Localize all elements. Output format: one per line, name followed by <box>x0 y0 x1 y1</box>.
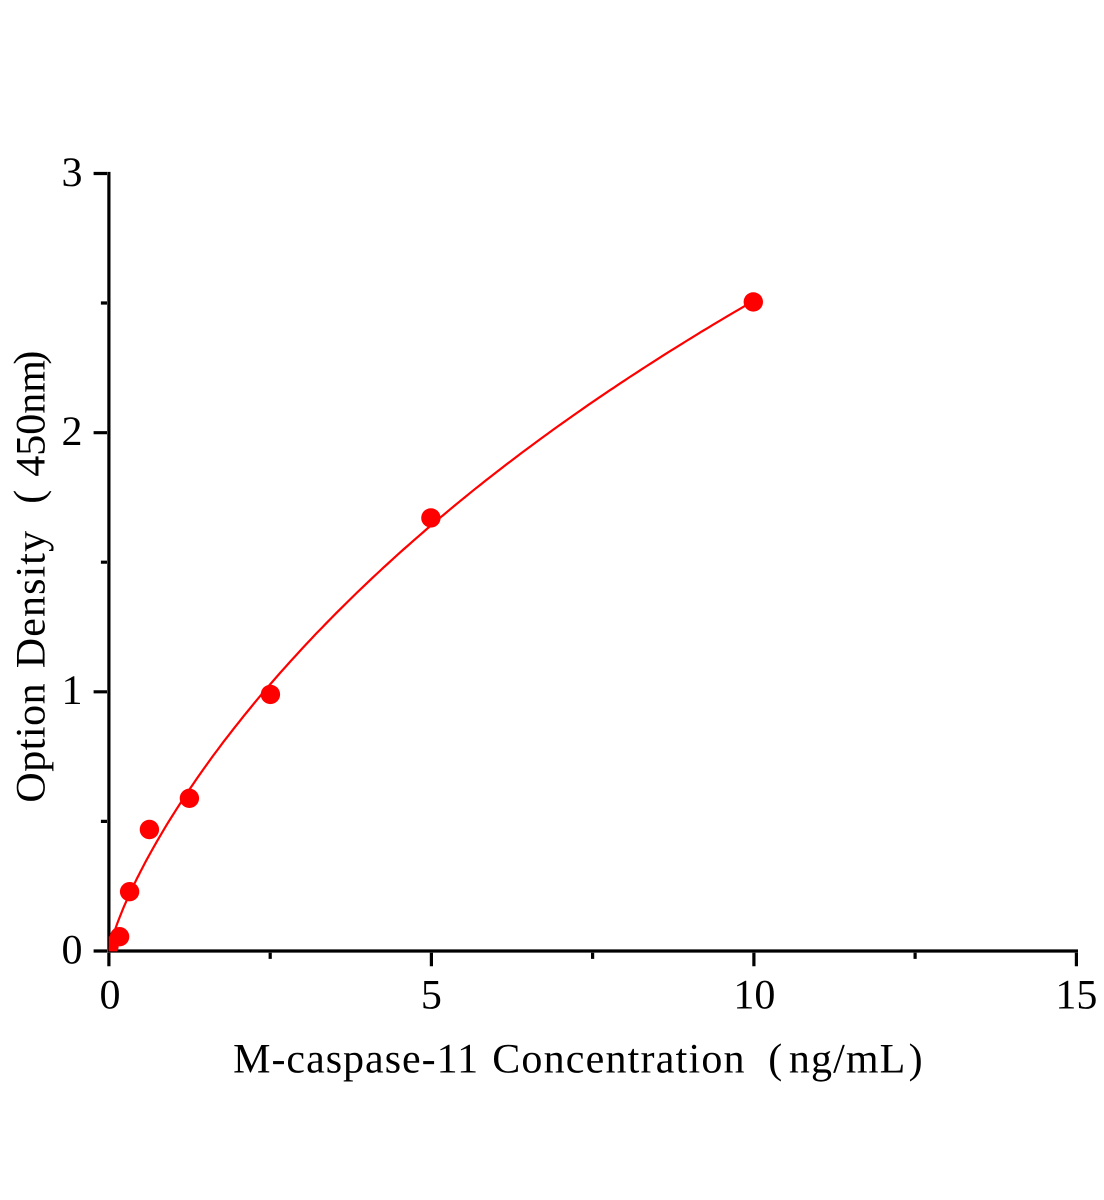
svg-text:5: 5 <box>421 973 442 1019</box>
svg-text:(: ( <box>7 490 53 504</box>
svg-text:M-caspase-11: M-caspase-11 <box>233 1036 479 1082</box>
svg-text:(: ( <box>768 1036 782 1082</box>
svg-text:0: 0 <box>62 927 83 973</box>
svg-text:15: 15 <box>1055 973 1097 1019</box>
svg-text:10: 10 <box>733 973 775 1019</box>
svg-text:): ) <box>909 1036 923 1082</box>
svg-text:450nm: 450nm <box>9 360 55 477</box>
svg-text:Density: Density <box>9 530 55 668</box>
svg-text:): ) <box>7 351 53 365</box>
svg-text:Option: Option <box>9 683 55 803</box>
svg-text:1: 1 <box>62 668 83 714</box>
svg-text:2: 2 <box>62 409 83 455</box>
svg-text:Concentration: Concentration <box>492 1036 746 1082</box>
svg-text:3: 3 <box>62 150 83 196</box>
svg-text:0: 0 <box>100 973 121 1019</box>
svg-text:ng/mL: ng/mL <box>789 1036 907 1082</box>
